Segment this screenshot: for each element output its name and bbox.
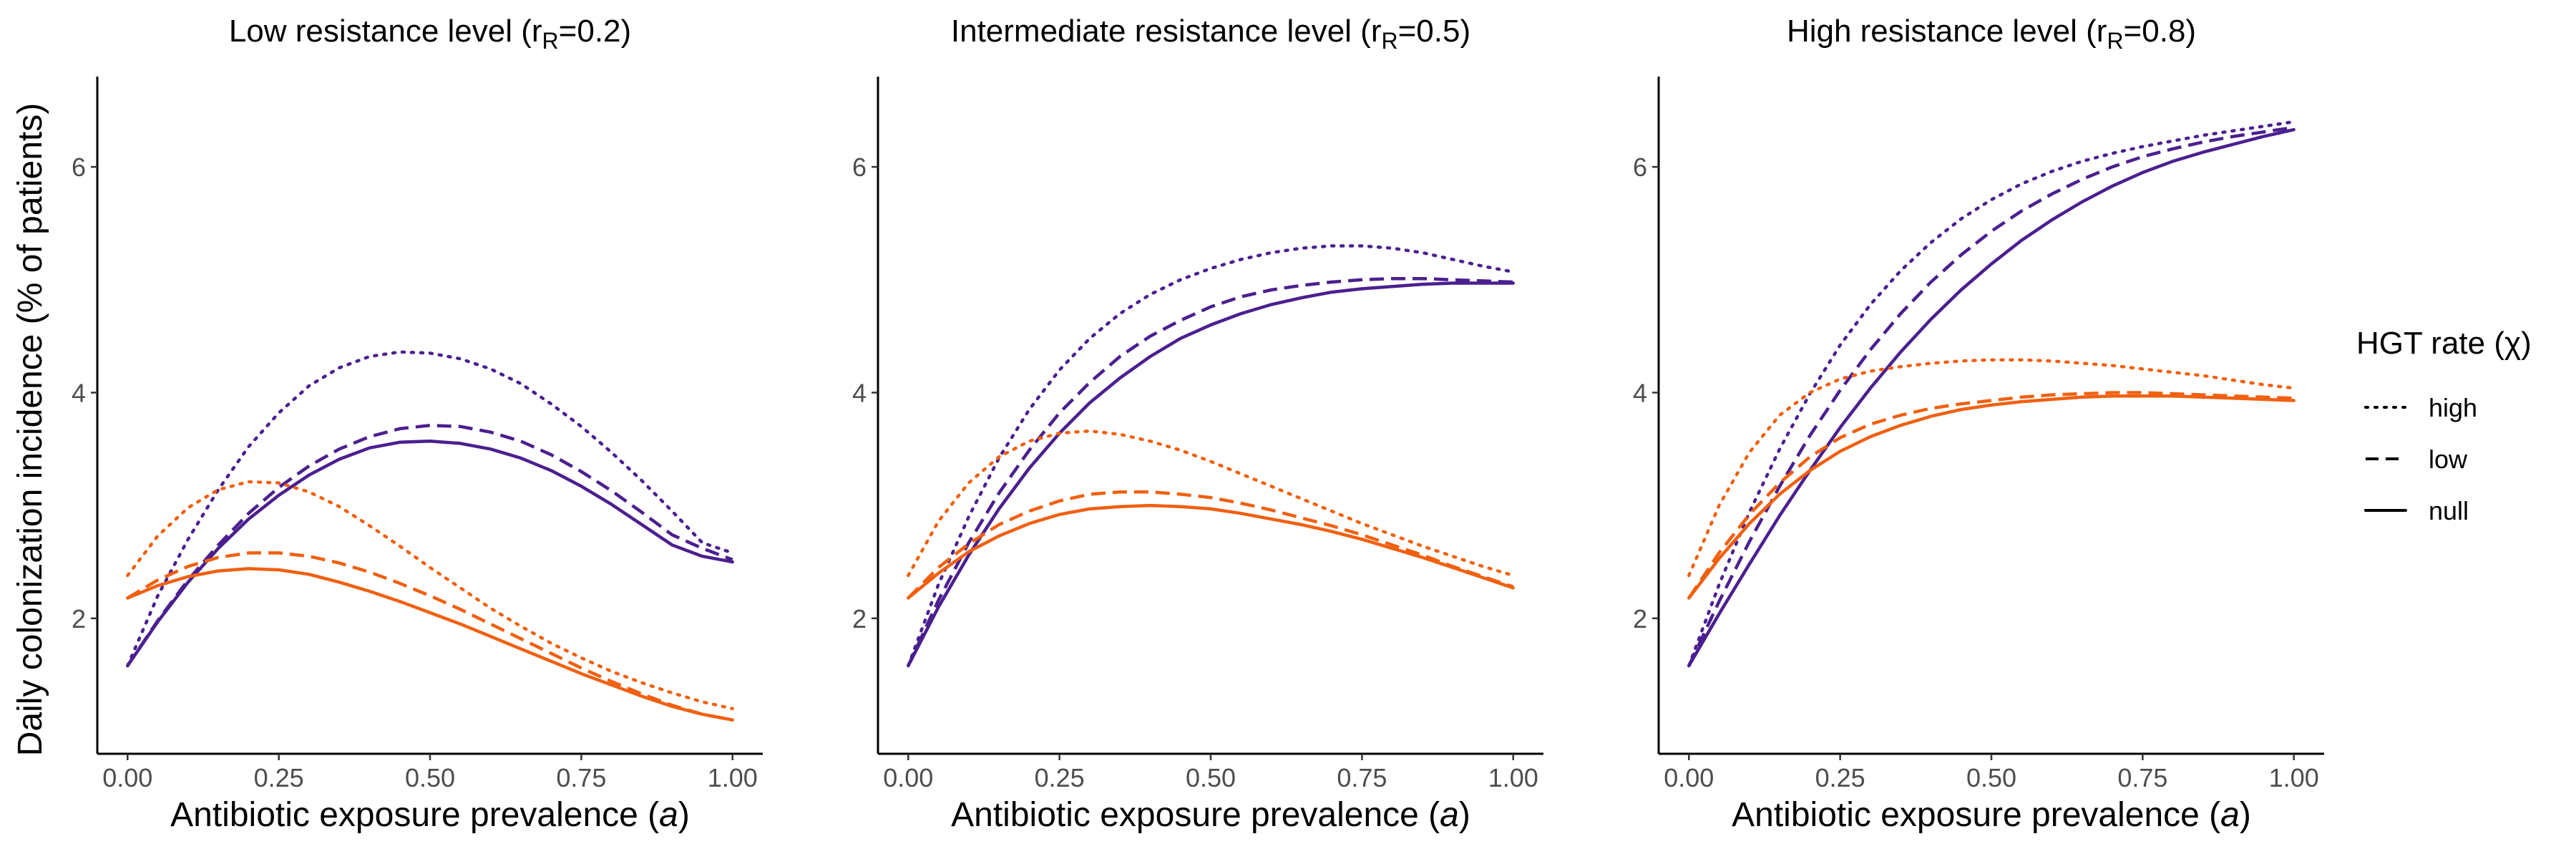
y-tick-label: 2 xyxy=(852,604,867,634)
x-tick-label: 0.75 xyxy=(556,763,606,792)
panel-title-subscript: R xyxy=(542,28,559,54)
y-tick-label: 4 xyxy=(852,378,867,407)
x-tick-label: 0.25 xyxy=(1815,763,1865,792)
x-tick-label: 1.00 xyxy=(1488,763,1538,792)
x-tick-label: 0.75 xyxy=(1337,763,1387,792)
series-line-purple-solid xyxy=(126,440,734,668)
y-tick-label: 4 xyxy=(1633,378,1647,407)
series-line-orange-dashed xyxy=(127,551,733,722)
series-line-purple-solid xyxy=(1687,127,2296,668)
y-tick-label: 6 xyxy=(852,152,867,182)
x-tick-label: 0.00 xyxy=(1664,763,1714,792)
series-line-orange-solid xyxy=(1687,394,2296,600)
legend-label-null: null xyxy=(2429,496,2469,525)
y-tick-label: 2 xyxy=(72,604,86,634)
series-line-orange-dotted xyxy=(126,480,734,711)
legend-title: HGT rate (χ) xyxy=(2356,326,2532,361)
x-axis-title-var: a xyxy=(1440,796,1459,834)
y-axis-title: Daily colonization incidence (% of patie… xyxy=(11,103,49,756)
panel-title-subscript: R xyxy=(1381,28,1397,54)
panel-title: High resistance level (rR=0.8) xyxy=(1787,14,2196,54)
panel-1: Low resistance level (rR=0.2) 2 4 6 0.00 0.25… xyxy=(72,14,763,834)
x-axis-title: Antibiotic exposure prevalence (a) xyxy=(951,796,1470,834)
y-tick-label: 2 xyxy=(1633,604,1647,634)
series-line-purple-solid xyxy=(907,281,1515,668)
panel-title-main: Intermediate resistance level (r xyxy=(951,14,1382,49)
series-line-orange-solid xyxy=(126,567,734,722)
x-axis-title-suffix: ) xyxy=(2240,796,2251,834)
x-tick-label: 0.75 xyxy=(2117,763,2167,792)
x-axis-title-suffix: ) xyxy=(678,796,690,834)
panel-3: High resistance level (rR=0.8) 2 4 6 0.00 0.2… xyxy=(1633,14,2324,834)
y-tick-label: 4 xyxy=(72,378,86,407)
panel-title-main: High resistance level (r xyxy=(1787,14,2107,49)
x-axis-title: Antibiotic exposure prevalence (a) xyxy=(1732,796,2251,834)
x-tick-label: 1.00 xyxy=(708,763,758,792)
x-axis-title-suffix: ) xyxy=(1459,796,1470,834)
series-line-orange-dashed xyxy=(1687,391,2294,599)
legend: HGT rate (χ) high low null xyxy=(2356,326,2532,525)
legend-label-high: high xyxy=(2429,393,2477,422)
series-line-orange-dotted xyxy=(1687,358,2296,578)
panel-title-subscript: R xyxy=(2107,28,2123,54)
panel-title: Intermediate resistance level (rR=0.5) xyxy=(951,14,1470,54)
series-line-purple-dashed xyxy=(1687,125,2295,666)
x-axis-title: Antibiotic exposure prevalence (a) xyxy=(170,796,690,834)
series-line-orange-dotted xyxy=(907,429,1515,578)
x-axis-title-prefix: Antibiotic exposure prevalence ( xyxy=(170,796,659,834)
series-line-purple-dashed xyxy=(907,276,1513,666)
panel-title-main: Low resistance level (r xyxy=(229,14,542,49)
panel-title-end: =0.8) xyxy=(2124,14,2197,49)
x-axis-title-prefix: Antibiotic exposure prevalence ( xyxy=(951,796,1440,834)
x-tick-label: 1.00 xyxy=(2269,763,2319,792)
x-tick-label: 0.50 xyxy=(405,763,455,792)
series-line-purple-dotted xyxy=(1687,120,2296,668)
series-line-orange-solid xyxy=(907,503,1515,600)
x-tick-label: 0.50 xyxy=(1966,763,2016,792)
x-tick-label: 0.25 xyxy=(254,763,304,792)
x-axis-title-prefix: Antibiotic exposure prevalence ( xyxy=(1732,796,2220,834)
series-line-purple-dashed xyxy=(126,423,733,667)
x-axis-title-var: a xyxy=(659,796,678,834)
panel-title-end: =0.5) xyxy=(1398,14,1471,49)
x-tick-label: 0.00 xyxy=(102,763,152,792)
x-tick-label: 0.25 xyxy=(1035,763,1085,792)
x-tick-label: 0.50 xyxy=(1186,763,1236,792)
series-line-purple-dotted xyxy=(126,350,734,668)
legend-label-low: low xyxy=(2429,445,2468,474)
panel-2: Intermediate resistance level (rR=0.5) 2 4… xyxy=(852,14,1543,834)
series-line-orange-dashed xyxy=(907,490,1514,599)
x-axis-title-var: a xyxy=(2220,796,2240,834)
y-tick-label: 6 xyxy=(1633,152,1647,182)
y-tick-label: 6 xyxy=(72,152,86,182)
panel-title-end: =0.2) xyxy=(559,14,632,49)
panel-title: Low resistance level (rR=0.2) xyxy=(229,14,631,54)
x-tick-label: 0.00 xyxy=(883,763,933,792)
